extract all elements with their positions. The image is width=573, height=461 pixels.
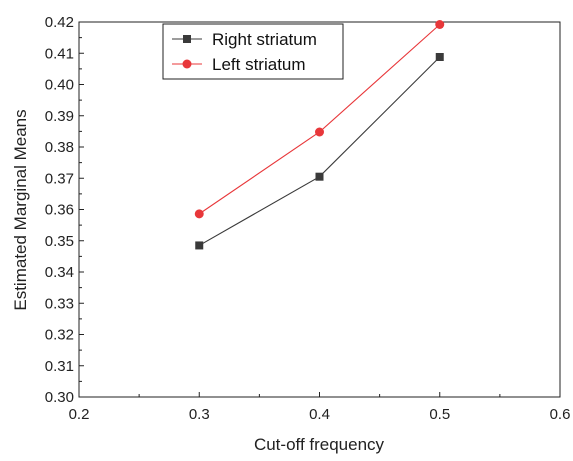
y-tick-label: 0.39 [45,108,74,125]
y-axis-label: Estimated Marginal Means [11,109,30,310]
y-tick-label: 0.35 [45,233,74,250]
data-point-left-striatum [315,127,324,137]
y-tick-label: 0.34 [45,264,74,281]
data-point-left-striatum [435,20,445,29]
legend-marker-left-striatum [182,59,192,69]
y-tick-label: 0.38 [45,139,74,156]
x-tick-label: 0.4 [309,406,330,423]
data-point-right-striatum [435,53,444,61]
x-tick-label: 0.3 [189,406,210,423]
y-tick-label: 0.36 [45,202,74,219]
y-tick-label: 0.41 [45,45,74,62]
data-point-left-striatum [194,209,204,219]
x-tick-label: 0.5 [429,406,450,423]
x-tick-label: 0.2 [69,406,90,423]
y-tick-label: 0.37 [45,170,74,187]
series-line-right-striatum [198,56,441,246]
y-tick-label: 0.31 [45,358,74,375]
x-axis-ticks: 0.2 0.3 0.4 0.5 0.6 [69,392,571,423]
y-tick-label: 0.33 [45,295,74,312]
y-tick-label: 0.30 [45,389,74,406]
legend-marker-right-striatum [183,35,191,43]
data-point-right-striatum [315,172,324,181]
data-point-right-striatum [195,241,204,250]
x-tick-label: 0.6 [550,406,571,423]
y-axis-ticks: 0.30 0.31 0.32 0.33 0.34 0.35 0.36 0.37 0.38 0.39… [45,14,84,406]
y-tick-label: 0.32 [45,327,74,344]
series-layer [194,20,445,250]
legend-box [162,23,344,80]
legend: Right striatum Left striatum [162,23,344,80]
y-tick-label: 0.40 [45,77,74,94]
legend-label-left-striatum: Left striatum [212,55,306,74]
x-axis-label: Cut-off frequency [254,435,385,454]
legend-label-right-striatum: Right striatum [212,30,317,49]
y-tick-label: 0.42 [45,14,74,31]
